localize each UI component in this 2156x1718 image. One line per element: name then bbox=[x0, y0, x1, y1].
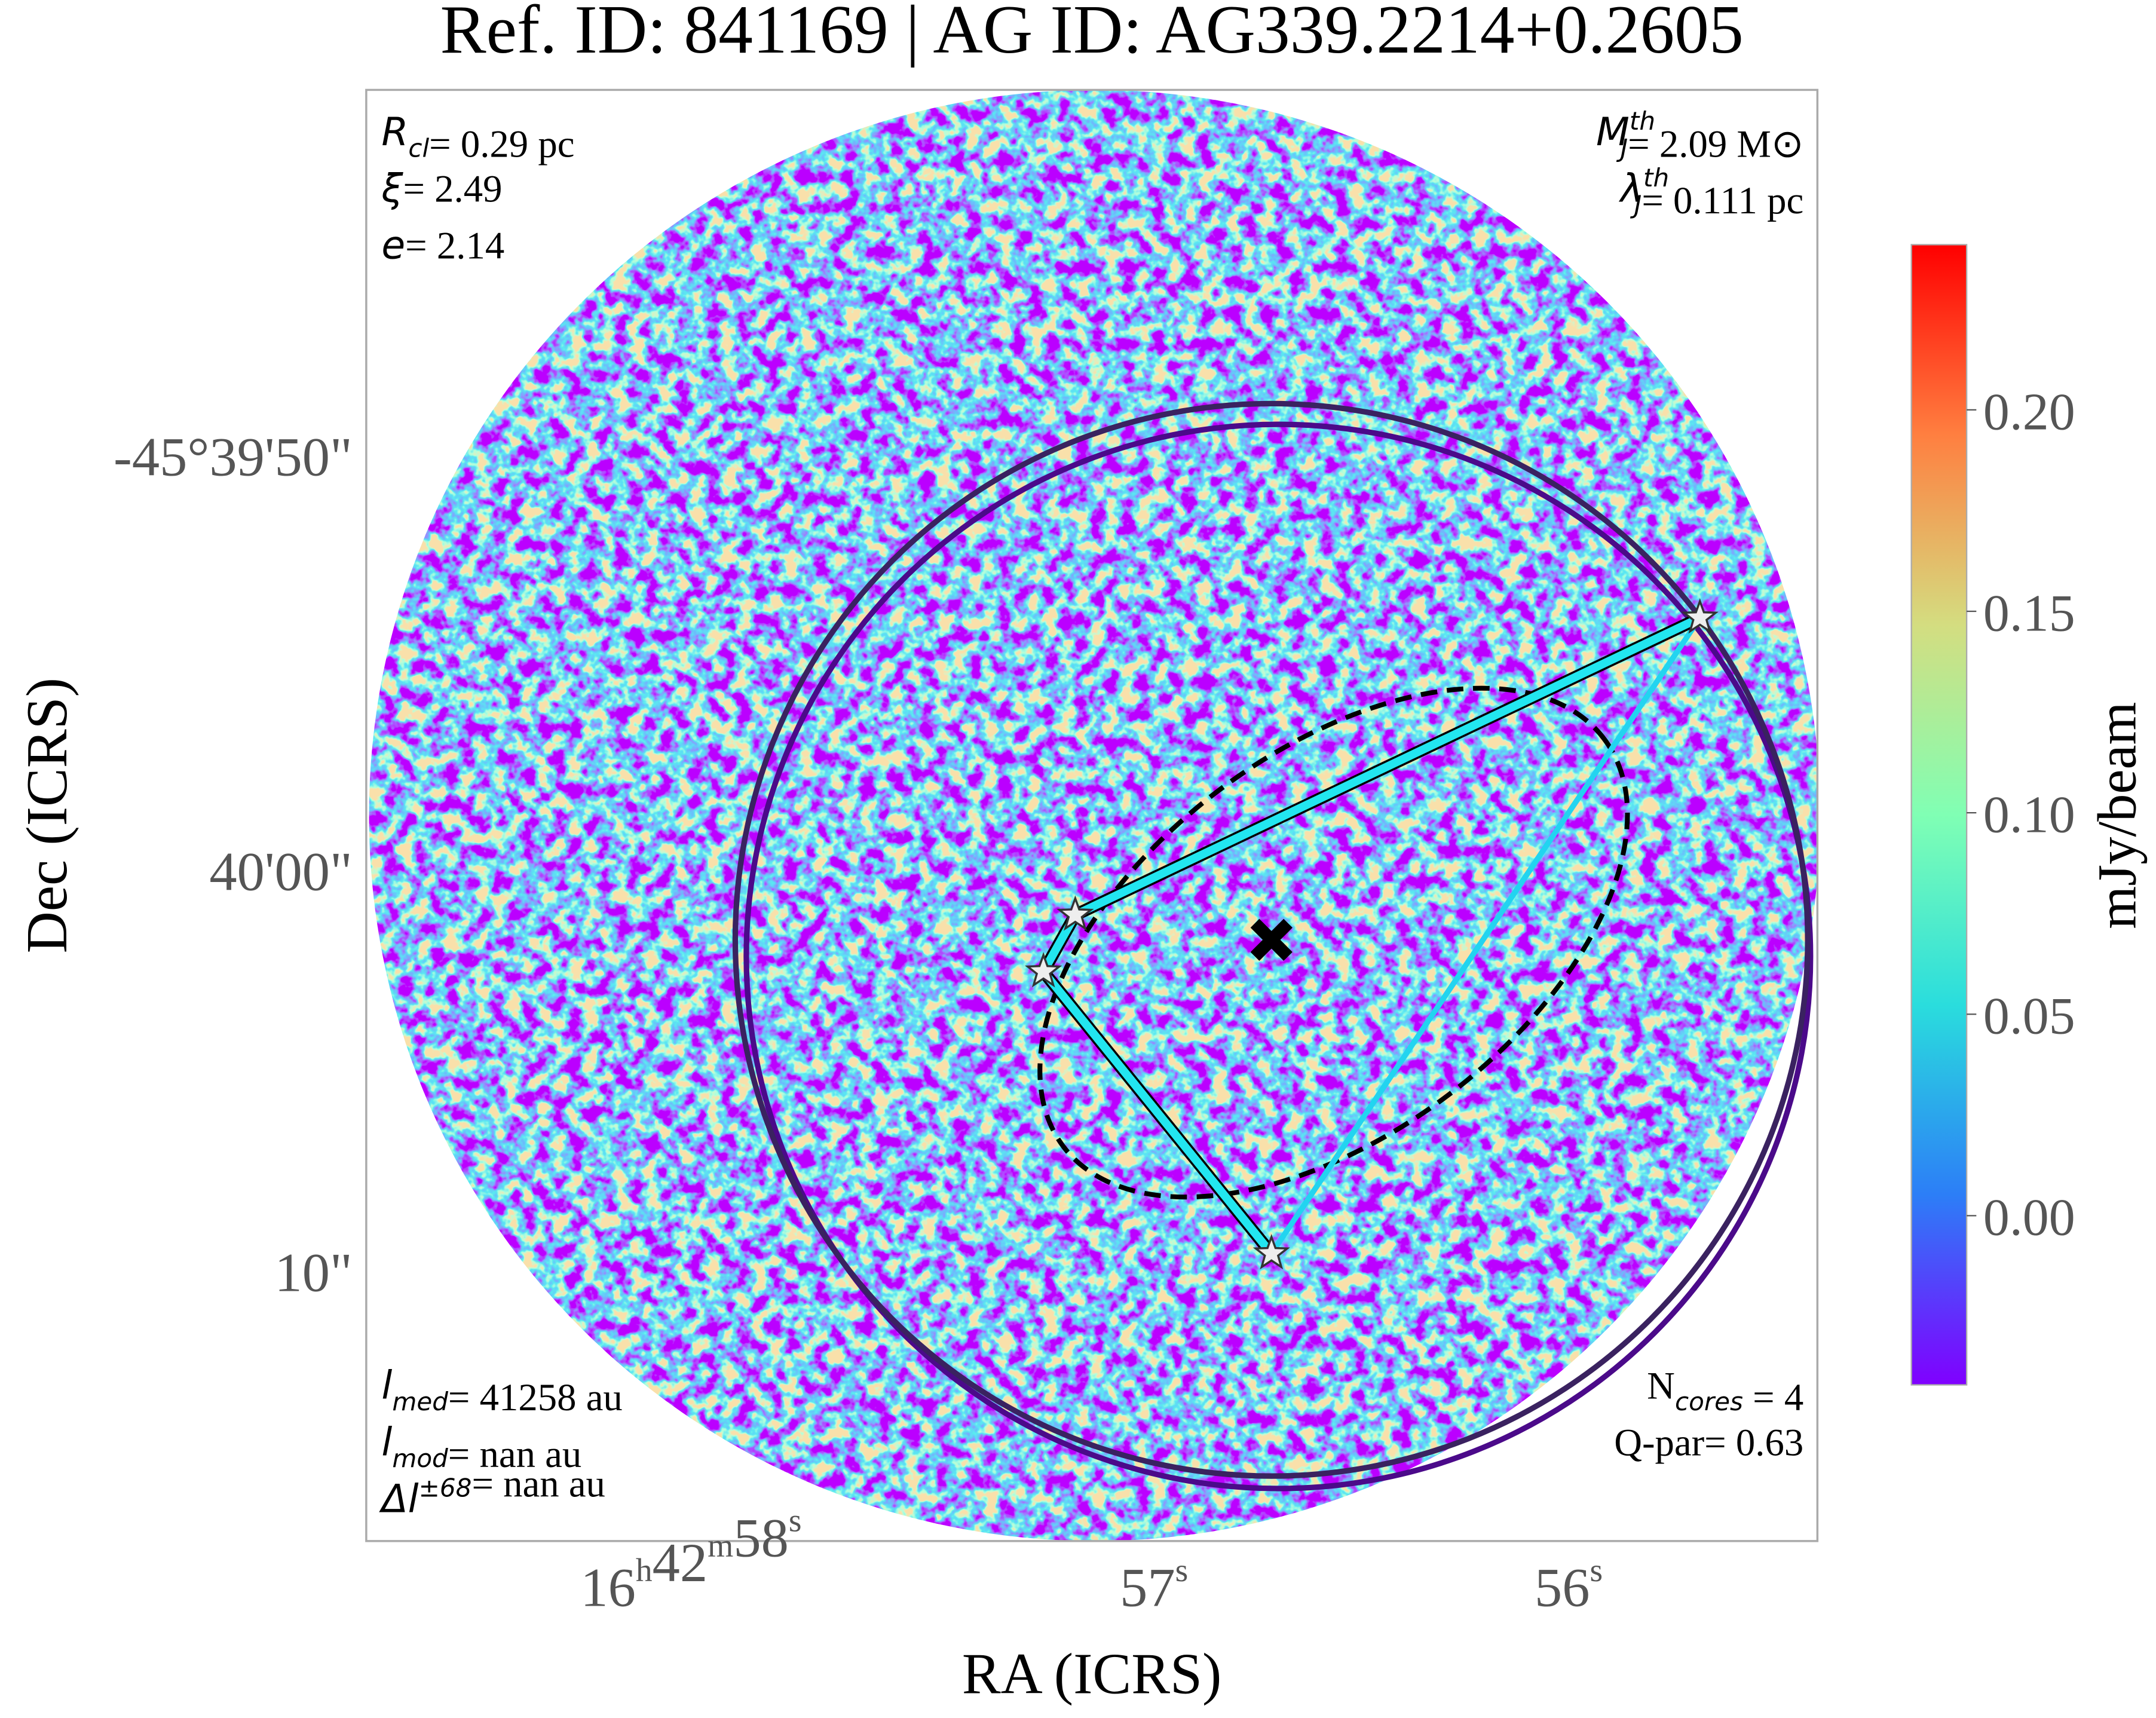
core-marker bbox=[1056, 895, 1094, 931]
outer-circle bbox=[743, 421, 1814, 1492]
annotation: Δl±68= nan au bbox=[378, 1462, 605, 1521]
annotation: λth J= 0.111 pc bbox=[1619, 163, 1804, 222]
colorbar bbox=[1910, 244, 1968, 1386]
plot-frame bbox=[365, 88, 1819, 1542]
superscript: s bbox=[1590, 1552, 1603, 1589]
x-tick-label: 57s bbox=[1120, 1552, 1188, 1619]
text: = 2.49 bbox=[403, 168, 502, 211]
x-tick-label: 56s bbox=[1535, 1552, 1603, 1619]
annotation: Ncores = 4 bbox=[1647, 1365, 1803, 1419]
text: = 0.29 pc bbox=[429, 123, 574, 166]
text: 56 bbox=[1535, 1558, 1590, 1619]
fit-ellipse bbox=[1037, 685, 1630, 1200]
subscript: mod bbox=[392, 1444, 448, 1473]
symbol: Δl bbox=[378, 1477, 418, 1521]
x-tick-label: 16h42m58s bbox=[580, 1503, 801, 1619]
intensity-map bbox=[369, 90, 1818, 1541]
symbol: ξ bbox=[381, 167, 403, 212]
text: = 2.09 M bbox=[1628, 123, 1771, 166]
text: = nan au bbox=[448, 1433, 582, 1476]
superscript: s bbox=[789, 1503, 802, 1539]
symbol: l bbox=[381, 1364, 392, 1408]
superscript: h bbox=[636, 1552, 653, 1589]
colorbar-tick-label: 0.10 bbox=[1983, 786, 2075, 844]
subscript: cl bbox=[408, 133, 429, 163]
text: = 4 bbox=[1743, 1376, 1803, 1419]
annotation: ξ= 2.49 bbox=[381, 167, 502, 212]
text: 58 bbox=[733, 1508, 788, 1569]
colorbar-tick-label: 0.00 bbox=[1983, 1189, 2075, 1247]
text: 57 bbox=[1120, 1558, 1175, 1619]
annotation: e= 2.14 bbox=[381, 223, 504, 268]
chart-title: Ref. ID: 841169 | AG ID: AG339.2214+0.26… bbox=[440, 0, 1743, 68]
subscript: med bbox=[392, 1387, 448, 1416]
subscript: cores bbox=[1675, 1387, 1743, 1416]
text: N bbox=[1647, 1365, 1675, 1408]
annotation: lmed= 41258 au bbox=[381, 1364, 622, 1419]
colorbar-label: mJy/beam bbox=[2087, 702, 2148, 929]
core-marker bbox=[1025, 952, 1062, 988]
superscript: m bbox=[708, 1527, 733, 1564]
superscript: th bbox=[1630, 106, 1655, 136]
mst-edge bbox=[1269, 616, 1702, 1255]
y-axis-label: Dec (ICRS) bbox=[15, 678, 79, 953]
core-marker bbox=[1252, 1233, 1290, 1270]
symbol: R bbox=[381, 110, 408, 155]
text: 16 bbox=[580, 1558, 635, 1619]
text: Q-par= 0.63 bbox=[1614, 1421, 1803, 1464]
core-marker bbox=[1681, 598, 1719, 634]
overlay bbox=[732, 400, 1814, 1492]
superscript: ±68 bbox=[419, 1473, 472, 1502]
center-marker bbox=[1250, 918, 1293, 961]
cluster-circle bbox=[732, 400, 1811, 1479]
y-tick-label: 10" bbox=[275, 1242, 353, 1303]
colorbar-tick-label: 0.15 bbox=[1983, 584, 2075, 642]
text: = 0.111 pc bbox=[1642, 179, 1803, 222]
text: = nan au bbox=[471, 1462, 605, 1505]
annotation: Q-par= 0.63 bbox=[1614, 1421, 1803, 1464]
superscript: s bbox=[1175, 1552, 1189, 1589]
text: ⊙ bbox=[1771, 123, 1803, 166]
superscript: th bbox=[1643, 163, 1669, 192]
symbol: M bbox=[1596, 110, 1630, 155]
annotation: Mth J= 2.09 M⊙ bbox=[1596, 106, 1803, 166]
annotation: Rcl= 0.29 pc bbox=[381, 110, 574, 166]
y-tick-label: -45°39'50" bbox=[114, 427, 353, 488]
colorbar-tick-label: 0.05 bbox=[1983, 988, 2075, 1046]
colorbar-tick-label: 0.20 bbox=[1983, 383, 2075, 441]
symbol: e bbox=[381, 223, 405, 268]
symbol: l bbox=[381, 1420, 392, 1465]
symbol: λ bbox=[1619, 167, 1643, 212]
text: 42 bbox=[653, 1533, 708, 1594]
x-axis-label: RA (ICRS) bbox=[962, 1642, 1221, 1706]
text: = 41258 au bbox=[448, 1376, 623, 1419]
annotation: lmod= nan au bbox=[381, 1420, 581, 1475]
y-tick-label: 40'00" bbox=[209, 842, 352, 903]
text: = 2.14 bbox=[405, 225, 504, 268]
